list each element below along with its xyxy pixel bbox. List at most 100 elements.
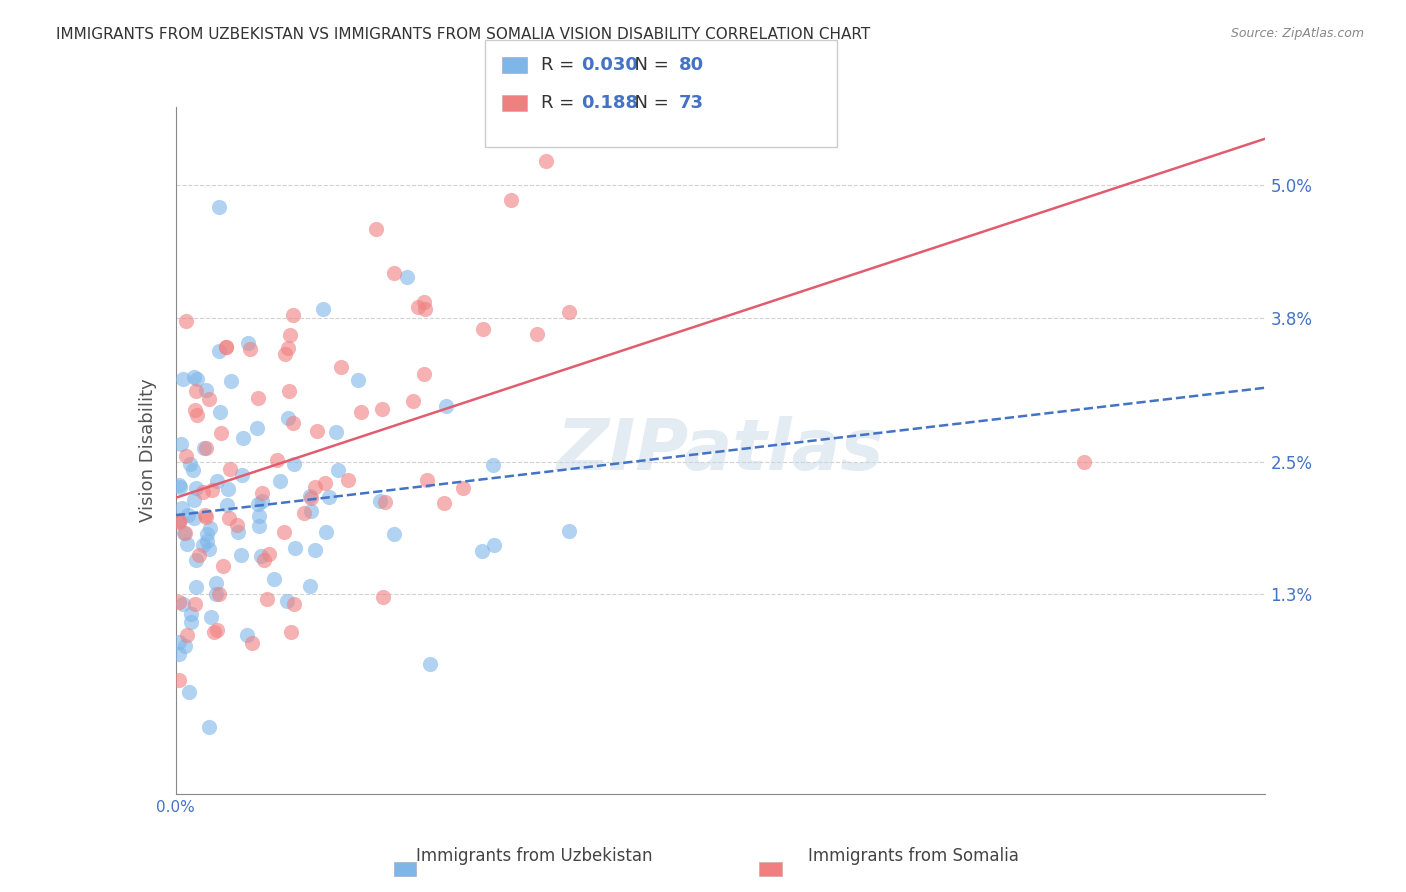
Text: 73: 73 [679, 94, 704, 112]
Point [371, 402, 394, 417]
Point [276, 594, 298, 608]
Point [259, 547, 281, 561]
Point [179, 457, 201, 471]
Point [350, 405, 373, 419]
Point [195, 441, 218, 455]
Point [266, 453, 288, 467]
Text: N =: N = [623, 56, 675, 74]
Point [180, 615, 202, 629]
Point [184, 597, 207, 611]
Text: 0.188: 0.188 [581, 94, 638, 112]
Point [172, 372, 194, 386]
Point [374, 495, 396, 509]
Point [413, 301, 436, 316]
Text: Immigrants from Somalia: Immigrants from Somalia [808, 847, 1019, 865]
Point [326, 463, 349, 477]
Point [364, 222, 387, 236]
Point [419, 657, 441, 671]
Point [304, 543, 326, 558]
Point [249, 549, 271, 563]
Point [236, 628, 259, 642]
Point [412, 368, 434, 382]
Point [304, 480, 326, 494]
Text: 80: 80 [679, 56, 704, 74]
Point [197, 720, 219, 734]
Point [226, 524, 249, 539]
Point [416, 473, 439, 487]
Point [239, 343, 262, 357]
Point [472, 322, 495, 336]
Text: ZIPatlas: ZIPatlas [557, 416, 884, 485]
Point [194, 383, 217, 397]
Text: R =: R = [541, 94, 586, 112]
Point [173, 526, 195, 541]
Point [451, 481, 474, 495]
Point [202, 625, 225, 640]
Point [183, 369, 205, 384]
Point [278, 328, 301, 343]
Point [225, 518, 247, 533]
Point [299, 504, 322, 518]
Point [174, 639, 197, 653]
Point [283, 457, 305, 471]
Point [211, 558, 233, 573]
Point [433, 496, 456, 510]
Point [176, 627, 198, 641]
Point [176, 537, 198, 551]
Point [188, 548, 211, 562]
Point [368, 493, 391, 508]
Point [170, 500, 193, 515]
Point [558, 305, 581, 319]
Point [184, 384, 207, 398]
Point [269, 474, 291, 488]
Point [298, 579, 321, 593]
Point [205, 475, 228, 489]
Text: Source: ZipAtlas.com: Source: ZipAtlas.com [1230, 27, 1364, 40]
Point [180, 607, 202, 621]
Point [186, 371, 208, 385]
Point [186, 408, 208, 422]
Point [247, 518, 270, 533]
Point [197, 541, 219, 556]
Point [176, 508, 198, 523]
Point [292, 506, 315, 520]
Point [315, 525, 337, 540]
Point [169, 647, 191, 661]
Point [247, 508, 270, 523]
Point [312, 302, 335, 317]
Point [402, 393, 425, 408]
Point [169, 595, 191, 609]
Point [219, 461, 242, 475]
Text: IMMIGRANTS FROM UZBEKISTAN VS IMMIGRANTS FROM SOMALIA VISION DISABILITY CORRELAT: IMMIGRANTS FROM UZBEKISTAN VS IMMIGRANTS… [56, 27, 870, 42]
Point [305, 424, 328, 438]
Point [314, 475, 336, 490]
Point [482, 458, 505, 472]
Point [277, 410, 299, 425]
Point [250, 494, 273, 508]
Point [329, 360, 352, 375]
Point [347, 373, 370, 387]
Point [201, 483, 224, 498]
Point [247, 497, 270, 511]
Point [284, 541, 307, 556]
Point [181, 463, 204, 477]
Point [299, 489, 322, 503]
Point [209, 404, 232, 418]
Point [170, 437, 193, 451]
Point [176, 314, 198, 328]
Point [169, 673, 191, 687]
Point [412, 295, 434, 310]
Point [274, 347, 297, 361]
Point [253, 553, 276, 567]
Point [283, 309, 305, 323]
Point [382, 527, 405, 541]
Point [273, 525, 295, 540]
Point [277, 341, 299, 355]
Point [558, 524, 581, 538]
Point [482, 538, 505, 552]
Point [208, 343, 231, 358]
Point [195, 533, 218, 548]
Point [184, 482, 207, 496]
Point [174, 525, 197, 540]
Point [184, 580, 207, 594]
